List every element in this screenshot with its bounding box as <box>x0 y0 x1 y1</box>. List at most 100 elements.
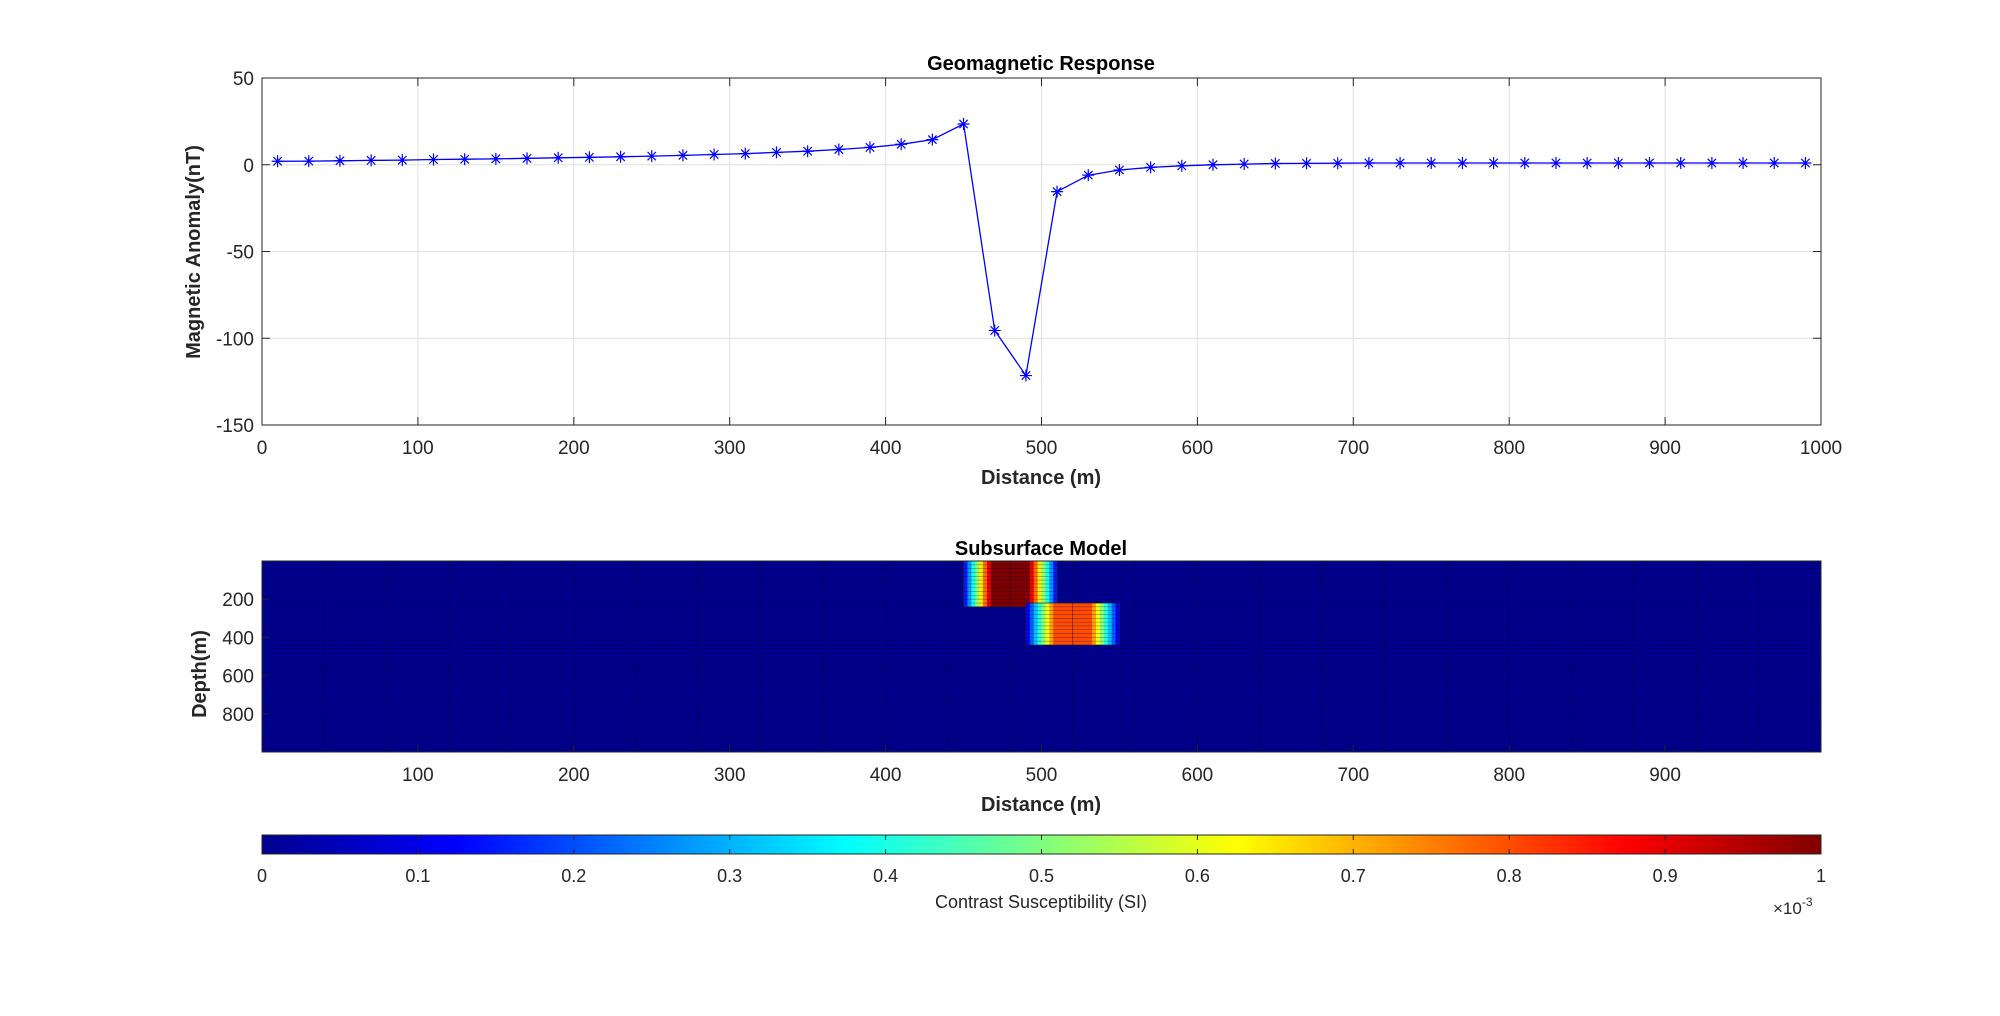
body-cell <box>1010 561 1015 607</box>
data-point-marker <box>1019 369 1032 382</box>
body-cell <box>1033 603 1038 646</box>
data-point-marker <box>333 154 346 167</box>
x-tick-label: 200 <box>558 765 590 786</box>
body-cell <box>1049 561 1054 607</box>
data-point-marker <box>583 151 596 164</box>
subsurface-ticks: 100 200 300 400 500 600 700 800 900 200 400 600 800 <box>222 590 1681 786</box>
body-cell <box>1033 561 1039 607</box>
response-x-axis-label: Distance (m) <box>981 467 1101 489</box>
subsurface-y-axis-label: Depth(m) <box>189 630 211 718</box>
y-tick-label: 400 <box>222 628 254 649</box>
body-cell <box>1103 603 1109 646</box>
data-point-marker <box>801 145 814 158</box>
data-point-marker <box>1331 157 1344 170</box>
data-point-marker <box>770 146 783 159</box>
data-point-marker <box>1456 157 1469 170</box>
data-point-marker <box>1612 157 1625 170</box>
body-cell <box>1053 561 1058 607</box>
y-tick-label: -150 <box>216 416 254 437</box>
body-cell <box>967 561 972 607</box>
y-tick-label: -100 <box>216 329 254 350</box>
data-point-marker <box>521 152 534 165</box>
x-tick-label: 900 <box>1649 765 1681 786</box>
body-cell <box>1053 603 1058 646</box>
body-cell <box>1060 603 1066 646</box>
response-markers <box>271 117 1812 382</box>
body-cell <box>1099 603 1105 646</box>
body-cell <box>975 561 980 607</box>
colorbar-gradient <box>262 835 1821 854</box>
colorbar-tick-label: 0.2 <box>561 866 586 886</box>
subsurface-mesh <box>261 560 1822 753</box>
body-cell <box>1064 603 1070 646</box>
body-cell <box>1022 561 1027 607</box>
body-cell <box>971 561 976 607</box>
body-cell <box>998 561 1003 607</box>
data-point-marker <box>427 153 440 166</box>
x-tick-label: 400 <box>870 438 902 459</box>
data-point-marker <box>1206 158 1219 171</box>
colorbar-tick-label: 0.8 <box>1497 866 1522 886</box>
data-point-marker <box>396 154 409 167</box>
response-title: Geomagnetic Response <box>927 53 1155 75</box>
body-cell <box>1092 603 1097 646</box>
data-point-marker <box>614 150 627 163</box>
body-cell <box>1076 603 1081 646</box>
y-tick-label: -50 <box>227 243 254 264</box>
x-tick-label: 500 <box>1026 765 1058 786</box>
body-cell <box>1057 603 1062 646</box>
colorbar-exponent: ×10-3 <box>1773 895 1813 918</box>
body-cell <box>1107 603 1113 646</box>
x-tick-label: 600 <box>1182 765 1214 786</box>
body-cell <box>1115 603 1120 646</box>
data-point-marker <box>1737 157 1750 170</box>
data-point-marker <box>489 152 502 165</box>
body-cell <box>986 561 992 607</box>
data-point-marker <box>1051 185 1064 198</box>
body-cell <box>1041 603 1046 646</box>
body-cell <box>979 561 984 607</box>
body-cell <box>1072 603 1077 646</box>
data-point-marker <box>1674 157 1687 170</box>
data-point-marker <box>1269 157 1282 170</box>
data-point-marker <box>1549 157 1562 170</box>
body-cell <box>1037 603 1042 646</box>
data-point-marker <box>739 147 752 160</box>
body-cell <box>1025 561 1031 607</box>
body-cell <box>1037 561 1042 607</box>
data-point-marker <box>708 148 721 161</box>
data-point-marker <box>1175 159 1188 172</box>
data-point-marker <box>1581 157 1594 170</box>
data-point-marker <box>645 150 658 163</box>
data-point-marker <box>926 133 939 146</box>
body-cell <box>1041 561 1046 607</box>
y-tick-label: 50 <box>233 69 254 90</box>
response-y-axis-label: Magnetic Anomaly(nT) <box>183 145 205 359</box>
x-tick-label: 700 <box>1337 438 1369 459</box>
colorbar-exponent-power: -3 <box>1802 895 1813 909</box>
data-point-marker <box>271 155 284 168</box>
body-cell <box>1018 561 1023 607</box>
subsurface-cells <box>963 560 1120 646</box>
body-cell <box>1080 603 1085 646</box>
y-tick-label: 0 <box>243 156 254 177</box>
x-tick-label: 600 <box>1182 438 1214 459</box>
data-point-marker <box>895 138 908 151</box>
body-cell <box>994 561 1000 607</box>
body-cell <box>1025 603 1031 646</box>
body-cell <box>1029 561 1035 607</box>
data-point-marker <box>458 153 471 166</box>
data-point-marker <box>1705 157 1718 170</box>
x-tick-label: 400 <box>870 765 902 786</box>
x-tick-label: 800 <box>1493 765 1525 786</box>
data-point-marker <box>832 143 845 156</box>
data-point-marker <box>864 141 877 154</box>
data-point-marker <box>676 149 689 162</box>
data-point-marker <box>1362 157 1375 170</box>
subsurface-x-axis-label: Distance (m) <box>981 794 1101 816</box>
colorbar-exponent-base: ×10 <box>1773 899 1802 918</box>
colorbar-tick-label: 1 <box>1816 866 1826 886</box>
colorbar: 0 0.1 0.2 0.3 0.4 0.5 0.6 0.7 0.8 0.9 1 Contrast S… <box>257 834 1826 918</box>
x-tick-label: 700 <box>1337 765 1369 786</box>
